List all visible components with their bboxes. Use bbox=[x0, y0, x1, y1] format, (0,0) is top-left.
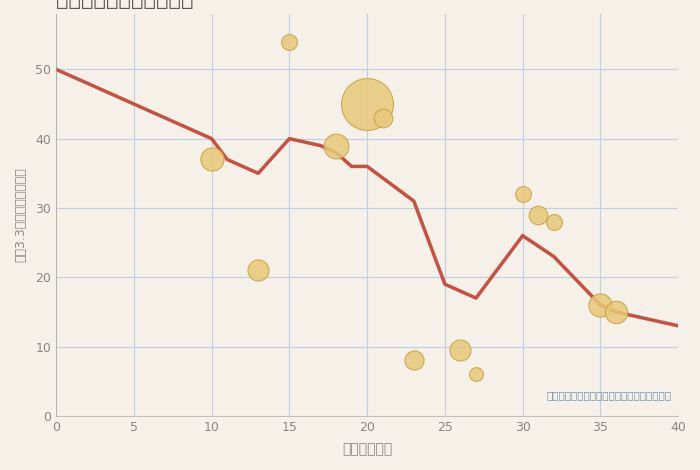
Point bbox=[253, 266, 264, 274]
Point bbox=[533, 211, 544, 219]
Point bbox=[330, 142, 342, 149]
Point bbox=[206, 156, 217, 163]
Point bbox=[610, 308, 622, 316]
Text: 円の大きさは、取引のあった物件面積を示す: 円の大きさは、取引のあった物件面積を示す bbox=[547, 390, 672, 400]
Point bbox=[455, 346, 466, 354]
Point bbox=[377, 114, 388, 122]
Point bbox=[470, 370, 482, 378]
Point bbox=[408, 357, 419, 364]
Point bbox=[284, 38, 295, 46]
Point bbox=[595, 301, 606, 309]
Point bbox=[361, 100, 372, 108]
Text: 築年数別中古戸建て価格: 築年数別中古戸建て価格 bbox=[56, 0, 194, 9]
Point bbox=[548, 218, 559, 226]
Point bbox=[517, 190, 528, 198]
Y-axis label: 坪（3.3㎡）単価（万円）: 坪（3.3㎡）単価（万円） bbox=[14, 167, 27, 262]
X-axis label: 築年数（年）: 築年数（年） bbox=[342, 442, 392, 456]
